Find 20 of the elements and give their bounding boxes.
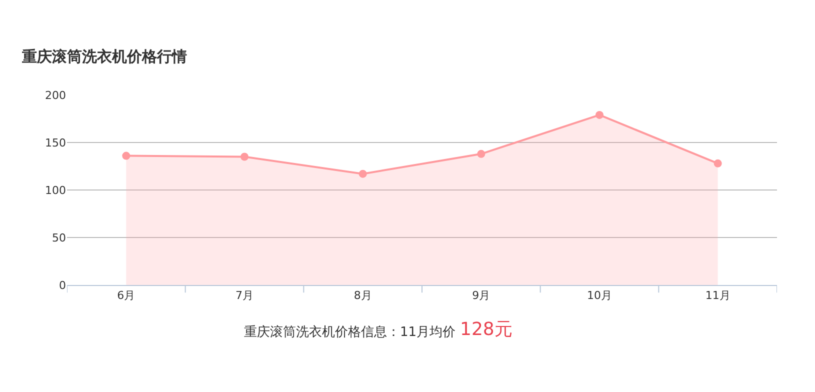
x-tick-label: 7月 bbox=[236, 289, 254, 302]
text: 重庆滚筒洗衣机价格信息：11月均价 bbox=[244, 325, 456, 340]
y-tick-label: 0 bbox=[59, 278, 66, 292]
y-tick-label: 100 bbox=[45, 184, 66, 197]
x-tick-label: 8月 bbox=[354, 289, 372, 302]
point bbox=[240, 152, 248, 161]
y-tick-label: 200 bbox=[45, 88, 66, 102]
y-tick-label: 150 bbox=[45, 136, 66, 150]
x-tick-label: 10月 bbox=[587, 289, 612, 302]
x-tick-label: 11月 bbox=[705, 289, 730, 302]
x-tick-label: 6月 bbox=[117, 289, 136, 302]
chart-title: 重庆滚筒洗衣机价格行情 bbox=[21, 47, 188, 66]
x-tick-label: 9月 bbox=[472, 289, 490, 302]
point bbox=[714, 159, 722, 168]
point bbox=[358, 170, 367, 178]
point bbox=[596, 110, 604, 119]
point bbox=[477, 150, 486, 158]
y-tick-label: 50 bbox=[52, 231, 66, 244]
text: 128元 bbox=[460, 319, 512, 340]
point bbox=[122, 152, 130, 160]
